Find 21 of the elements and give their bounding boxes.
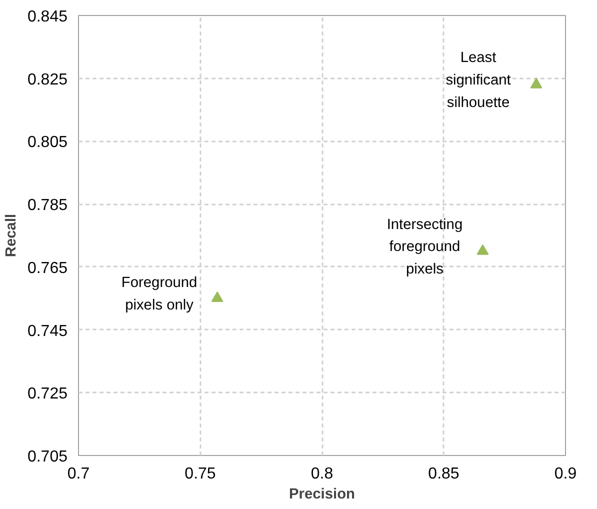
x-tick-label: 0.7 — [67, 466, 90, 482]
point — [211, 292, 224, 302]
x-axis-title: Precision — [289, 486, 356, 502]
point — [476, 244, 489, 255]
point — [530, 78, 542, 88]
annotation: Foreground pixels only — [121, 275, 198, 314]
y-tick-label: 0.785 — [27, 197, 68, 214]
annotation: Intersecting foreground pixels — [386, 216, 463, 278]
y-tick-label: 0.705 — [27, 448, 68, 466]
x-tick-label: 0.9 — [554, 466, 577, 482]
x-tick-label: 0.85 — [428, 466, 460, 482]
y-tick-label: 0.745 — [27, 322, 68, 340]
y-tick-label: 0.825 — [27, 71, 68, 88]
annotation: Least significant silhouette — [446, 50, 511, 112]
y-tick-label: 0.845 — [27, 8, 68, 26]
y-tick-label: 0.765 — [27, 260, 68, 277]
x-tick-label: 0.75 — [184, 466, 216, 482]
y-tick-label: 0.725 — [27, 386, 68, 403]
y-tick-label: 0.805 — [27, 134, 68, 152]
x-tick-label: 0.8 — [310, 466, 334, 482]
y-axis-title: Recall — [3, 214, 20, 258]
